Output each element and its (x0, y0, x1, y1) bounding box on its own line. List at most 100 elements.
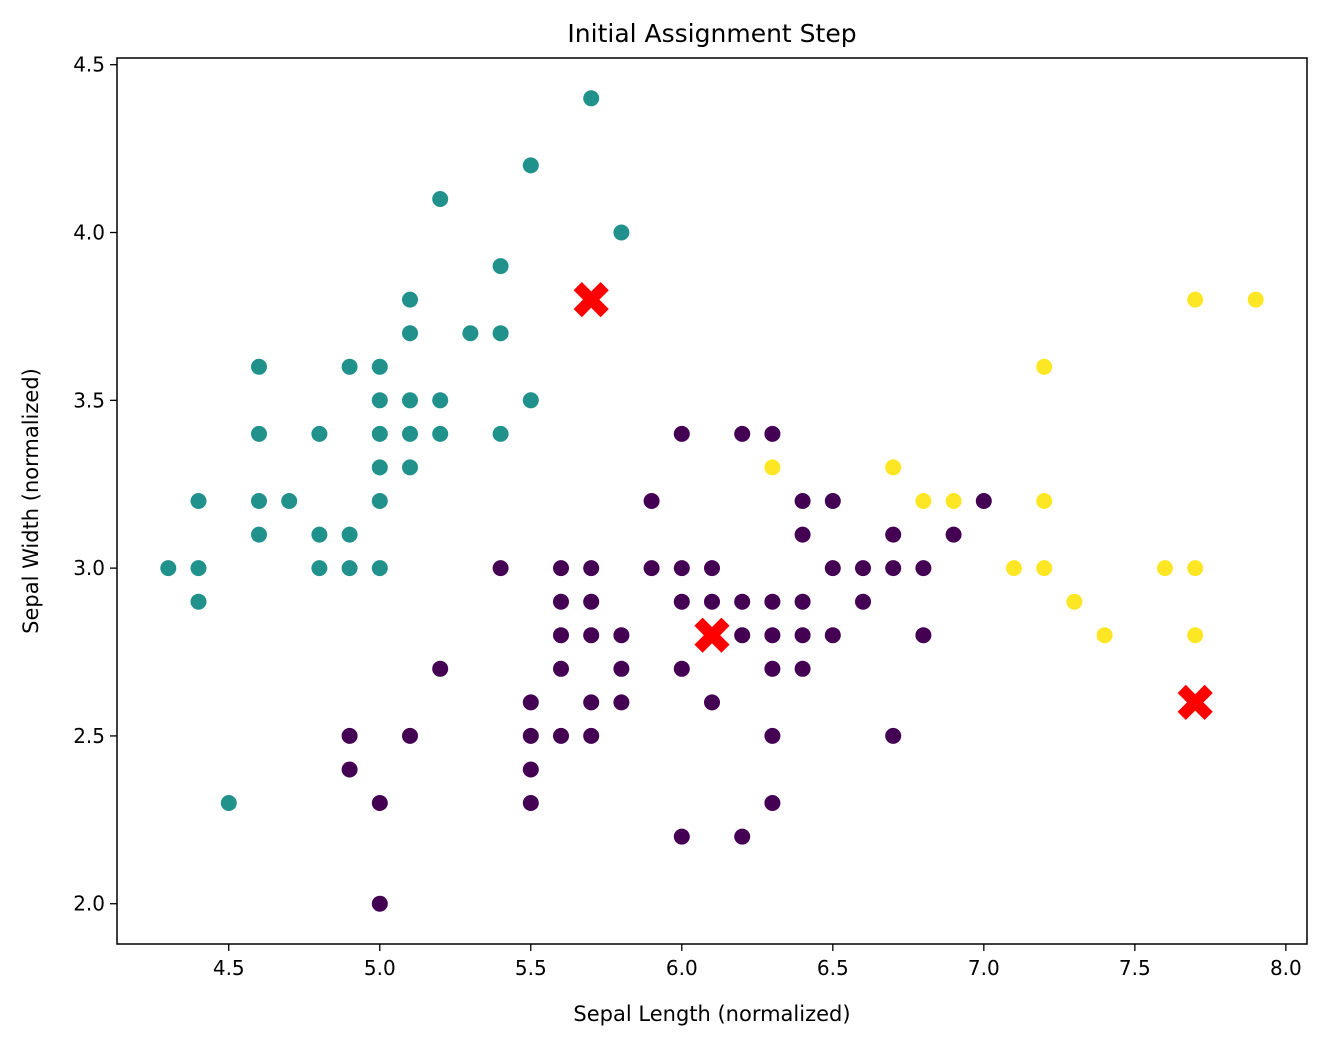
data-point-cluster-2 (1006, 560, 1022, 577)
data-point-cluster-0 (885, 560, 902, 577)
data-point-cluster-1 (613, 224, 630, 241)
data-point-cluster-0 (794, 526, 811, 543)
data-point-cluster-0 (794, 493, 811, 509)
data-point-cluster-0 (764, 593, 781, 610)
data-point-cluster-0 (553, 593, 569, 610)
data-point-cluster-2 (1187, 291, 1204, 308)
data-point-cluster-2 (885, 459, 902, 476)
data-point-cluster-0 (553, 560, 569, 577)
data-point-cluster-0 (764, 727, 781, 744)
data-point-cluster-0 (794, 660, 811, 677)
data-point-cluster-0 (673, 660, 690, 677)
data-point-cluster-0 (764, 627, 781, 644)
y-tick-label: 3.5 (73, 388, 105, 412)
data-point-cluster-0 (522, 727, 539, 744)
data-point-cluster-1 (371, 459, 388, 476)
data-point-cluster-0 (824, 493, 841, 509)
data-point-cluster-0 (341, 761, 358, 778)
y-axis-label: Sepal Width (normalized) (19, 368, 43, 634)
centroid-markers (573, 282, 1213, 720)
data-point-cluster-1 (251, 526, 267, 543)
data-point-cluster-2 (1096, 627, 1113, 644)
chart-title: Initial Assignment Step (567, 19, 856, 48)
plot-area-frame (116, 57, 1308, 945)
data-point-cluster-1 (432, 191, 449, 207)
data-points (160, 90, 1264, 912)
data-point-cluster-1 (311, 425, 328, 442)
x-tick-label: 5.5 (515, 956, 547, 980)
centroid-x-icon (573, 282, 609, 318)
data-point-cluster-2 (1187, 560, 1204, 577)
data-point-cluster-1 (492, 425, 509, 442)
x-axis-ticks: 4.5 5.0 5.5 6.0 6.5 7.0 7.5 8.0 (213, 944, 1302, 980)
data-point-cluster-0 (643, 493, 660, 509)
data-point-cluster-0 (402, 727, 418, 744)
data-point-cluster-1 (311, 526, 328, 543)
data-point-cluster-2 (915, 493, 932, 509)
y-tick-label: 3.0 (73, 556, 105, 580)
data-point-cluster-1 (160, 560, 177, 577)
data-point-cluster-0 (643, 560, 660, 577)
y-tick-label: 2.0 (73, 892, 105, 916)
data-point-cluster-0 (673, 593, 690, 610)
data-point-cluster-2 (1036, 493, 1053, 509)
centroid-marker (573, 282, 609, 318)
data-point-cluster-0 (885, 526, 902, 543)
y-axis-ticks: 2.0 2.5 3.0 3.5 4.0 4.5 (73, 53, 117, 916)
data-point-cluster-0 (915, 560, 932, 577)
centroid-x-icon (694, 617, 730, 653)
data-point-cluster-0 (734, 593, 751, 610)
data-point-cluster-2 (1066, 593, 1083, 610)
data-point-cluster-1 (462, 325, 479, 342)
x-tick-label: 8.0 (1270, 956, 1302, 980)
data-point-cluster-0 (522, 795, 539, 811)
data-point-cluster-1 (341, 358, 358, 375)
data-point-cluster-0 (583, 560, 600, 577)
centroid-x-icon (1177, 684, 1213, 720)
data-point-cluster-2 (945, 493, 962, 509)
data-point-cluster-0 (613, 627, 630, 644)
data-point-cluster-2 (1036, 560, 1053, 577)
data-point-cluster-0 (885, 727, 902, 744)
x-tick-label: 6.0 (666, 956, 698, 980)
data-point-cluster-1 (311, 560, 328, 577)
y-tick-label: 2.5 (73, 724, 105, 748)
data-point-cluster-1 (492, 258, 509, 275)
data-point-cluster-0 (613, 694, 630, 711)
data-point-cluster-0 (704, 593, 720, 610)
data-point-cluster-2 (1187, 627, 1204, 644)
data-point-cluster-0 (583, 694, 600, 711)
data-point-cluster-1 (402, 291, 418, 308)
data-point-cluster-0 (945, 526, 962, 543)
data-point-cluster-2 (1036, 358, 1053, 375)
data-point-cluster-0 (764, 425, 781, 442)
data-point-cluster-0 (613, 660, 630, 677)
data-point-cluster-0 (794, 593, 811, 610)
x-axis-label: Sepal Length (normalized) (573, 1002, 850, 1026)
data-point-cluster-0 (371, 795, 388, 811)
data-point-cluster-1 (371, 358, 388, 375)
data-point-cluster-1 (432, 392, 449, 409)
data-point-cluster-0 (341, 727, 358, 744)
data-point-cluster-0 (734, 425, 751, 442)
x-tick-label: 5.0 (364, 956, 396, 980)
data-point-cluster-1 (251, 493, 267, 509)
data-point-cluster-1 (402, 325, 418, 342)
data-point-cluster-0 (583, 727, 600, 744)
data-point-cluster-2 (1247, 291, 1264, 308)
data-point-cluster-1 (402, 459, 418, 476)
data-point-cluster-1 (190, 560, 207, 577)
data-point-cluster-0 (704, 560, 720, 577)
data-point-cluster-1 (251, 358, 267, 375)
data-point-cluster-1 (371, 425, 388, 442)
data-point-cluster-0 (855, 560, 871, 577)
data-point-cluster-0 (915, 627, 932, 644)
data-point-cluster-0 (583, 593, 600, 610)
x-tick-label: 7.5 (1119, 956, 1151, 980)
data-point-cluster-0 (824, 627, 841, 644)
y-tick-label: 4.5 (73, 53, 105, 77)
data-point-cluster-1 (341, 526, 358, 543)
data-point-cluster-1 (492, 325, 509, 342)
data-point-cluster-1 (190, 593, 207, 610)
